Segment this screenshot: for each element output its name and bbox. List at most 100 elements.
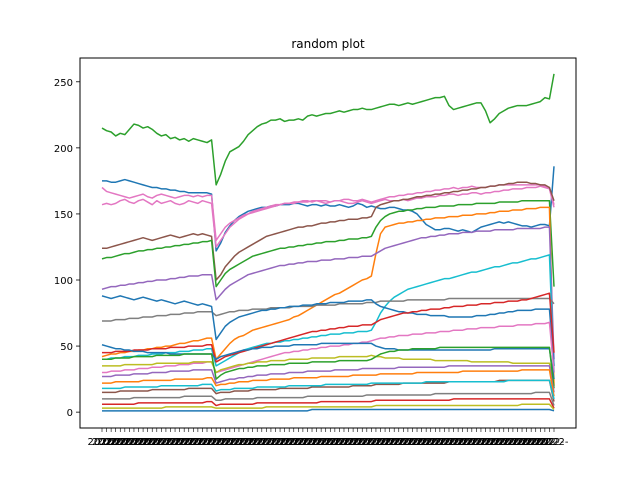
x-tick-label: 2022- bbox=[247, 437, 276, 448]
x-tick-label: 2022- bbox=[97, 437, 126, 448]
x-tick-label: 2022- bbox=[229, 437, 258, 448]
y-tick-label: 0 bbox=[67, 408, 73, 419]
x-tick-label: 2022- bbox=[480, 437, 509, 448]
x-tick-label: 2022- bbox=[284, 437, 313, 448]
x-tick-label: 2022- bbox=[275, 437, 304, 448]
x-tick-label: 2022- bbox=[129, 437, 158, 448]
x-tick-label: 2022- bbox=[147, 437, 176, 448]
series-line-16 bbox=[102, 365, 555, 393]
x-tick-label: 2022- bbox=[266, 437, 295, 448]
x-tick-label: 2022- bbox=[234, 437, 263, 448]
series-line-10 bbox=[101, 295, 555, 366]
x-tick-label: 2022- bbox=[444, 437, 473, 448]
x-tick-label: 2022- bbox=[183, 437, 212, 448]
x-tick-label: 2022- bbox=[530, 437, 559, 448]
series-line-5 bbox=[101, 199, 555, 288]
x-tick-label: 2022- bbox=[320, 437, 349, 448]
x-tick-label: 2022- bbox=[421, 437, 450, 448]
series-line-17 bbox=[102, 369, 555, 397]
x-tick-label: 2022- bbox=[375, 437, 404, 448]
x-tick-label: 2022- bbox=[471, 437, 500, 448]
y-tick-label: 150 bbox=[54, 210, 73, 221]
series-line-4 bbox=[102, 181, 555, 281]
x-tick-label: 2022- bbox=[489, 437, 518, 448]
series-line-20 bbox=[102, 391, 555, 406]
x-tick-label: 2022- bbox=[243, 437, 272, 448]
x-tick-label: 2022- bbox=[211, 437, 240, 448]
x-tick-label: 2022- bbox=[119, 437, 148, 448]
x-tick-label: 2022- bbox=[188, 437, 217, 448]
y-tick-label: 250 bbox=[54, 78, 73, 89]
x-tick-label: 2022- bbox=[261, 437, 290, 448]
x-tick-label: 2022- bbox=[124, 437, 153, 448]
x-tick-label: 2022- bbox=[439, 437, 468, 448]
x-tick-label: 2022- bbox=[453, 437, 482, 448]
series-line-15 bbox=[102, 346, 555, 389]
x-tick-label: 2022- bbox=[215, 437, 244, 448]
x-tick-label: 2022- bbox=[224, 437, 253, 448]
x-tick-label: 2022- bbox=[526, 437, 555, 448]
x-tick-label: 2022- bbox=[339, 437, 368, 448]
x-tick-label: 2022- bbox=[416, 437, 445, 448]
x-tick-label: 2022- bbox=[503, 437, 532, 448]
axes-frame bbox=[79, 57, 577, 429]
x-tick-label: 2022- bbox=[192, 437, 221, 448]
y-axis: 0 50 100 150 200 250 bbox=[54, 78, 80, 419]
x-tick-label: 2022- bbox=[352, 437, 381, 448]
x-tick-label: 2022- bbox=[288, 437, 317, 448]
x-tick-label: 2022- bbox=[348, 437, 377, 448]
x-tick-label: 2022- bbox=[357, 437, 386, 448]
series-line-14 bbox=[102, 354, 555, 386]
x-tick-label: 2022- bbox=[329, 437, 358, 448]
x-tick-label: 2022- bbox=[316, 437, 345, 448]
x-tick-label: 2022- bbox=[494, 437, 523, 448]
x-tick-label: 2022- bbox=[535, 437, 564, 448]
series-line-12 bbox=[102, 321, 555, 374]
series-line-0 bbox=[101, 73, 555, 186]
x-tick-label: 2022- bbox=[151, 437, 180, 448]
x-tick-label: 2022- bbox=[161, 437, 190, 448]
x-tick-label: 2022- bbox=[371, 437, 400, 448]
x-tick-label: 2022- bbox=[206, 437, 235, 448]
x-tick-label: 2022- bbox=[92, 437, 121, 448]
x-tick-label: 2022- bbox=[138, 437, 167, 448]
x-tick-label: 2022- bbox=[539, 437, 568, 448]
x-tick-label: 2022- bbox=[434, 437, 463, 448]
series-line-22 bbox=[102, 403, 555, 410]
x-tick-label: 2022- bbox=[133, 437, 162, 448]
x-tick-label: 2022- bbox=[457, 437, 486, 448]
x-tick-label: 2022- bbox=[398, 437, 427, 448]
x-tick-label: 2022- bbox=[508, 437, 537, 448]
series-line-3 bbox=[101, 185, 555, 248]
series-layer bbox=[101, 73, 555, 412]
x-tick-label: 2022- bbox=[174, 437, 203, 448]
x-tick-label: 2022- bbox=[101, 437, 130, 448]
x-tick-label: 2022- bbox=[115, 437, 144, 448]
series-line-19 bbox=[102, 379, 555, 400]
x-tick-label: 2022- bbox=[279, 437, 308, 448]
x-tick-label: 2022- bbox=[498, 437, 527, 448]
x-tick-label: 2022- bbox=[380, 437, 409, 448]
x-tick-label: 2022- bbox=[476, 437, 505, 448]
x-tick-label: 2022- bbox=[448, 437, 477, 448]
y-tick-label: 100 bbox=[54, 276, 73, 287]
x-tick-label: 2022- bbox=[293, 437, 322, 448]
x-tick-label: 2022- bbox=[389, 437, 418, 448]
x-tick-label: 2022- bbox=[466, 437, 495, 448]
x-tick-label: 2022- bbox=[307, 437, 336, 448]
series-line-21 bbox=[102, 398, 555, 409]
x-tick-label: 2022- bbox=[170, 437, 199, 448]
x-tick-label: 2022- bbox=[87, 437, 116, 448]
x-tick-label: 2022- bbox=[197, 437, 226, 448]
x-tick-label: 2022- bbox=[325, 437, 354, 448]
x-axis: 2022-2022-2022-2022-2022-2022-2022-2022-… bbox=[87, 428, 569, 448]
chart-title: random plot bbox=[291, 37, 365, 51]
x-tick-label: 2022- bbox=[110, 437, 139, 448]
x-tick-label: 2022- bbox=[402, 437, 431, 448]
series-line-7 bbox=[101, 226, 555, 360]
x-tick-label: 2022- bbox=[361, 437, 390, 448]
x-tick-label: 2022- bbox=[165, 437, 194, 448]
series-line-9 bbox=[102, 297, 555, 322]
series-line-11 bbox=[102, 292, 555, 363]
x-tick-label: 2022- bbox=[462, 437, 491, 448]
